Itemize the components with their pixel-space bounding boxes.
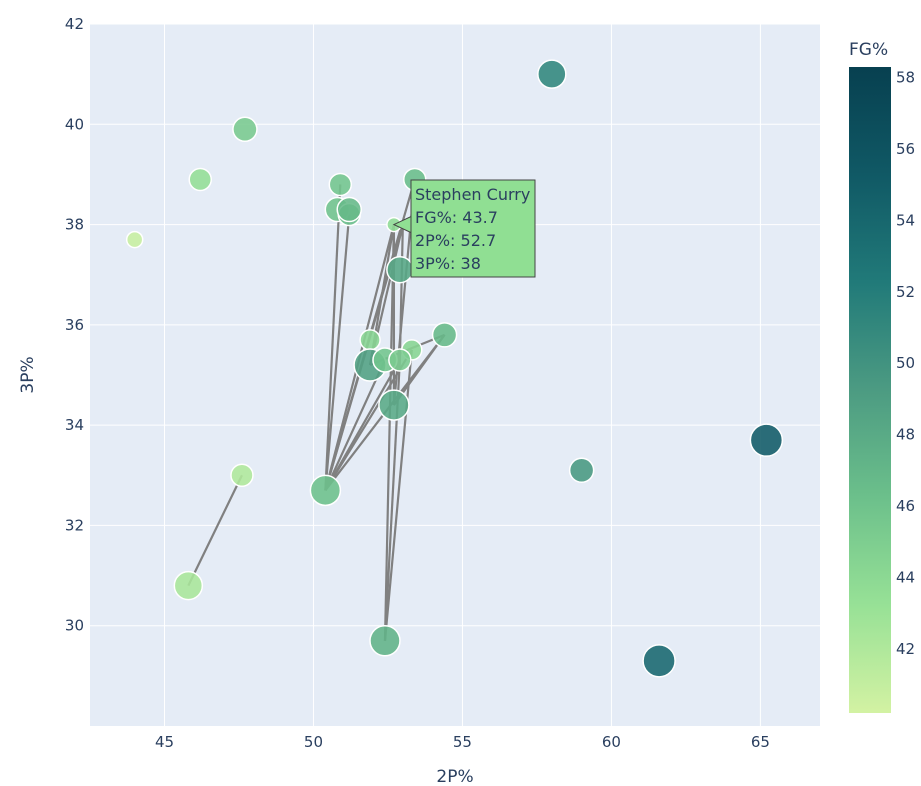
data-point[interactable]: [328, 172, 353, 197]
tooltip-name: Stephen Curry: [415, 185, 530, 204]
colorbar-tick-label: 56: [896, 140, 915, 158]
y-axis-title: 3P%: [18, 356, 38, 393]
data-point[interactable]: [431, 322, 458, 348]
connector-line: [398, 224, 404, 360]
x-tick-label: 60: [602, 733, 621, 751]
colorbar-title: FG%: [849, 40, 888, 60]
data-point[interactable]: [378, 389, 410, 421]
colorbar-tick-label: 52: [896, 283, 915, 301]
data-point[interactable]: [336, 196, 362, 223]
data-point[interactable]: [749, 423, 784, 457]
y-tick-label: 30: [65, 617, 84, 635]
x-tick-label: 45: [155, 733, 174, 751]
data-point[interactable]: [537, 59, 567, 89]
y-tick-label: 36: [65, 316, 84, 334]
data-point[interactable]: [188, 167, 212, 192]
tooltip-2p: 2P%: 52.7: [415, 231, 496, 250]
tooltip-fg: FG%: 43.7: [415, 208, 498, 227]
colorbar-tick-label: 42: [896, 640, 915, 658]
plot-background: [90, 24, 820, 726]
data-point[interactable]: [642, 644, 676, 678]
data-point[interactable]: [568, 457, 595, 484]
connector-line: [324, 214, 351, 491]
y-tick-label: 40: [65, 115, 84, 133]
y-tick-label: 34: [65, 416, 84, 434]
colorbar: [849, 67, 891, 713]
data-point[interactable]: [230, 463, 254, 488]
colorbar-tick-label: 54: [896, 211, 915, 229]
colorbar-tick-label: 46: [896, 497, 915, 515]
x-tick-label: 65: [751, 733, 770, 751]
connector-line: [383, 224, 396, 641]
tooltip-3p: 3P%: 38: [415, 254, 481, 273]
colorbar-tick-label: 50: [896, 354, 915, 372]
y-tick-label: 38: [65, 216, 84, 234]
colorbar-tick-label: 44: [896, 568, 915, 586]
colorbar-tick-label: 58: [896, 69, 915, 87]
connector-line: [324, 359, 386, 491]
data-point[interactable]: [386, 255, 414, 284]
data-point[interactable]: [359, 329, 381, 351]
colorbar-tick-label: 48: [896, 426, 915, 444]
hover-tooltip: Stephen Curry FG%: 43.7 2P%: 52.7 3P%: 3…: [392, 179, 536, 278]
connector-line: [324, 184, 342, 491]
x-tick-labels: 45 50 55 60 65: [155, 733, 770, 751]
y-tick-label: 32: [65, 516, 84, 534]
x-tick-label: 50: [304, 733, 323, 751]
data-point[interactable]: [309, 474, 342, 507]
grid-lines: [90, 23, 820, 726]
connector-line: [187, 474, 243, 587]
y-tick-label: 42: [65, 15, 84, 33]
data-point[interactable]: [388, 348, 412, 372]
colorbar-tick-labels: 42 44 46 48 50 52 54 56 58: [896, 69, 915, 658]
data-point[interactable]: [369, 625, 401, 657]
y-tick-labels: 30 32 34 36 38 40 42: [65, 15, 84, 635]
x-axis-title: 2P%: [436, 767, 473, 786]
data-point[interactable]: [125, 230, 144, 249]
tooltip-box: [410, 179, 536, 278]
x-tick-label: 55: [453, 733, 472, 751]
data-point[interactable]: [232, 116, 258, 143]
data-point[interactable]: [173, 570, 204, 601]
scatter-points[interactable]: [125, 59, 784, 678]
